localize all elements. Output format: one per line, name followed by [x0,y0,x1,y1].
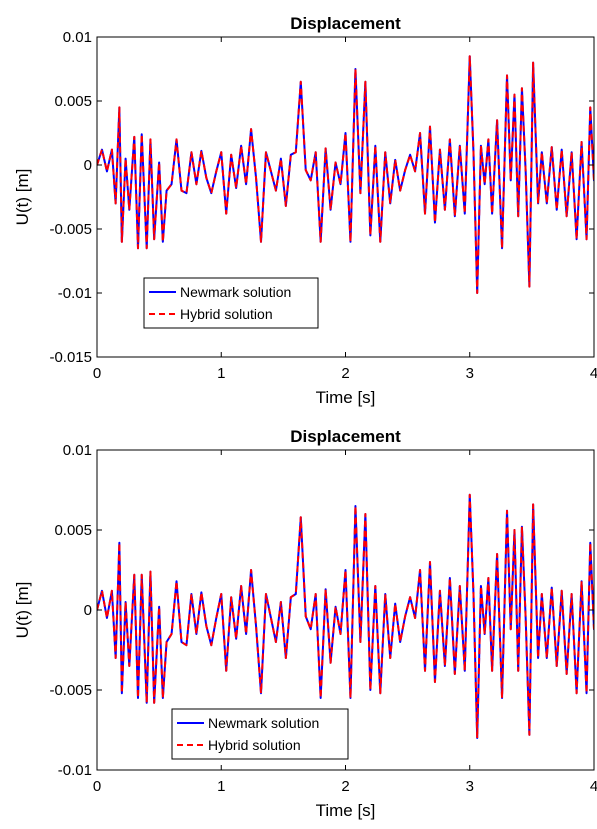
chart-1-x-tick-label: 1 [217,365,225,382]
chart-1-legend-label-hybrid: Hybrid solution [180,306,273,322]
chart-2-legend: Newmark solution Hybrid solution [171,708,349,760]
chart-2-y-axis-label: U(t) [m] [13,582,32,639]
chart-1-legend: Newmark solution Hybrid solution [143,277,319,329]
chart-2-x-tick-label: 1 [217,778,225,795]
chart-2-group: 0 1 2 3 4 0.01 0.005 0 -0.005 -0.01 Displacement Ti… [13,427,597,820]
chart-1-x-tick-label: 3 [466,365,474,382]
chart-2-x-tick-label: 4 [590,778,597,795]
chart-1-series-hybrid-line [97,55,594,294]
chart-2-x-tick-label: 0 [93,778,101,795]
chart-1-y-tick-label: 0.01 [63,29,92,46]
chart-2-y-tick-label: 0.01 [63,442,92,459]
chart-2-legend-label-hybrid: Hybrid solution [208,737,301,753]
chart-1-y-tick-label: -0.01 [58,285,92,302]
chart-1-y-tick-label: -0.005 [49,221,92,238]
chart-1-y-tick-label: 0.005 [54,93,92,110]
chart-1-x-tick-label: 2 [341,365,349,382]
chart-2-legend-box [171,708,349,760]
chart-1-y-tick-label: 0 [84,157,92,174]
chart-1-y-tick-label: -0.015 [49,349,92,366]
chart-1-title: Displacement [290,14,401,33]
chart-2-series-hybrid-line [97,493,594,739]
chart-2-x-tick-label: 2 [341,778,349,795]
chart-2-x-tick-label: 3 [466,778,474,795]
chart-2-legend-label-newmark: Newmark solution [208,715,319,731]
chart-2-y-tick-label: -0.01 [58,762,92,779]
chart-1-x-tick-label: 0 [93,365,101,382]
chart-2-x-axis-label: Time [s] [316,801,376,820]
chart-1-legend-box [143,277,319,329]
chart-1-x-axis-label: Time [s] [316,388,376,407]
chart-1-legend-label-newmark: Newmark solution [180,284,291,300]
chart-1-y-axis-label: U(t) [m] [13,169,32,226]
chart-1-x-tick-label: 4 [590,365,597,382]
chart-2-y-tick-label: -0.005 [49,682,92,699]
chart-2-title: Displacement [290,427,401,446]
chart-2-y-tick-label: 0 [84,602,92,619]
chart-1-group: 0 1 2 3 4 0.01 0.005 0 -0.005 -0.01 -0.015 Displace… [13,14,597,407]
chart-2-y-tick-label: 0.005 [54,522,92,539]
